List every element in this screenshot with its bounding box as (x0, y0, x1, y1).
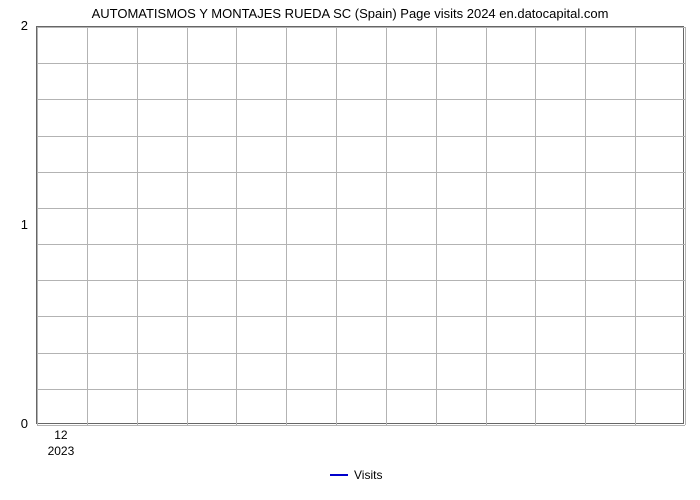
gridline-vertical (137, 27, 138, 425)
gridline-horizontal (37, 172, 685, 173)
gridline-vertical (635, 27, 636, 425)
gridline-vertical (236, 27, 237, 425)
gridline-vertical (336, 27, 337, 425)
gridline-horizontal (37, 208, 685, 209)
legend: Visits (330, 468, 382, 482)
gridline-horizontal (37, 280, 685, 281)
gridline-vertical (535, 27, 536, 425)
legend-label: Visits (354, 468, 382, 482)
chart-container: AUTOMATISMOS Y MONTAJES RUEDA SC (Spain)… (0, 0, 700, 500)
plot-area (36, 26, 684, 424)
gridline-horizontal (37, 63, 685, 64)
gridline-vertical (386, 27, 387, 425)
gridline-vertical (87, 27, 88, 425)
gridline-vertical (486, 27, 487, 425)
gridline-vertical (187, 27, 188, 425)
chart-title: AUTOMATISMOS Y MONTAJES RUEDA SC (Spain)… (0, 0, 700, 21)
gridline-horizontal (37, 425, 685, 426)
gridline-vertical (685, 27, 686, 425)
gridline-horizontal (37, 136, 685, 137)
x-sub-label: 2023 (36, 444, 86, 458)
gridline-vertical (585, 27, 586, 425)
gridline-horizontal (37, 244, 685, 245)
x-tick-label: 12 (36, 428, 86, 442)
legend-line-swatch (330, 474, 348, 476)
gridline-horizontal (37, 316, 685, 317)
gridline-horizontal (37, 353, 685, 354)
y-tick-label: 2 (0, 18, 28, 33)
gridline-horizontal (37, 99, 685, 100)
gridline-horizontal (37, 27, 685, 28)
gridline-horizontal (37, 389, 685, 390)
gridline-vertical (436, 27, 437, 425)
gridline-vertical (286, 27, 287, 425)
y-tick-label: 0 (0, 416, 28, 431)
gridline-vertical (37, 27, 38, 425)
y-tick-label: 1 (0, 217, 28, 232)
